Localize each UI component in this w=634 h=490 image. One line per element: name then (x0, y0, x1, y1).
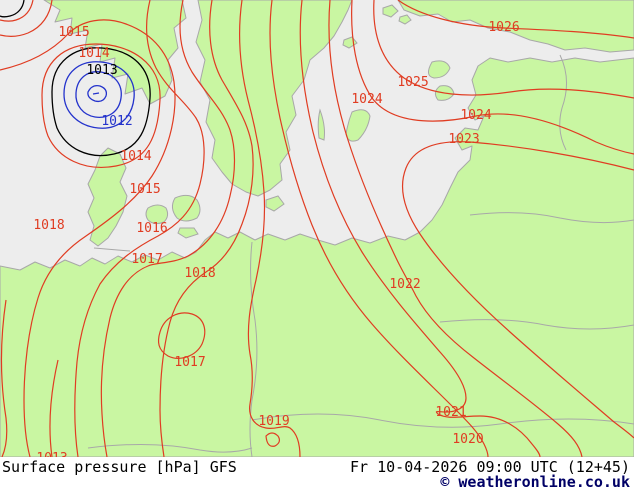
isobar-1011-ring (75, 71, 122, 118)
border-baltics-1 (439, 319, 634, 330)
isobar-corner-1014 (0, 0, 34, 22)
isobar-1026 (397, 0, 634, 39)
isobar-labels: 1015 1014 1013 1012 1014 1015 1018 1016 1017 1018… (33, 20, 519, 457)
valid-time-label: Fr 10-04-2026 09:00 UTC (12+45) (350, 458, 630, 476)
isobar-low-core (87, 84, 108, 103)
land-continent (0, 57, 634, 457)
isobar-1019 (238, 0, 301, 457)
isobar-label-1024: 1024 (460, 108, 491, 123)
isobar-label-1014: 1014 (78, 46, 109, 61)
isobar-label-1015: 1015 (58, 25, 89, 40)
isobar-1017 (100, 0, 236, 457)
isobar-label-1013: 1013 (36, 451, 67, 457)
isobar-label-1017: 1017 (131, 252, 162, 267)
border-south-east (251, 413, 634, 428)
isobars-black (0, 0, 151, 157)
isobar-label-1018: 1018 (33, 218, 64, 233)
island-gotland (345, 109, 371, 142)
border-south (87, 443, 253, 453)
island-oland (317, 108, 325, 141)
isobar-corner-1015 (0, 0, 53, 37)
isobar-1017-loop (157, 312, 206, 359)
isobar-1015 (0, 19, 176, 457)
isobar-label-1014: 1014 (120, 149, 151, 164)
isobar-1013-corner (0, 0, 25, 18)
island-aland (382, 4, 399, 18)
island-aland-2 (398, 14, 412, 25)
map-title-label: Surface pressure [hPa] GFS (2, 458, 237, 476)
isobar-1022 (328, 0, 583, 457)
isobar-label-1012: 1012 (101, 114, 132, 129)
isobar-1024 (351, 0, 634, 155)
isobar-label-1020: 1020 (452, 432, 483, 447)
isobar-label-1026: 1026 (488, 20, 519, 35)
isobar-label-1019: 1019 (258, 414, 289, 429)
low-center-mark (92, 92, 100, 95)
isobar-label-1025: 1025 (397, 75, 428, 90)
country-borders (87, 54, 634, 457)
land-masses (0, 0, 634, 457)
isobar-label-1024: 1024 (351, 92, 382, 107)
isobars-blue (63, 61, 135, 129)
footer-line-2: © weatheronline.co.uk (0, 474, 634, 490)
pressure-map: 1015 1014 1013 1012 1014 1015 1018 1016 1017 1018… (0, 0, 634, 457)
isobar-1020 (269, 0, 489, 457)
footer-line-1: Surface pressure [hPa] GFS Fr 10-04-2026… (0, 459, 634, 475)
isobar-small-loop (265, 432, 281, 447)
isobar-1014-ring (41, 43, 161, 168)
island-bornholm (265, 195, 285, 212)
isobar-label-1015: 1015 (129, 182, 160, 197)
isobar-1025 (373, 0, 634, 99)
isobar-label-1018: 1018 (184, 266, 215, 281)
isobar-1016 (74, 0, 205, 457)
isobar-label-1013: 1013 (86, 63, 117, 78)
border-denmark-germany (93, 247, 131, 252)
border-baltics-2 (469, 212, 634, 224)
isobar-label-1017: 1017 (174, 355, 205, 370)
isobar-1012-ring (63, 61, 135, 129)
isobar-1018 (159, 0, 254, 457)
land-jutland (87, 147, 128, 247)
copyright-link[interactable]: © weatheronline.co.uk (440, 473, 630, 490)
isobar-1013-ring (51, 47, 151, 157)
border-oder (249, 241, 258, 457)
island-zealand (171, 194, 201, 222)
island-saaremaa (428, 60, 451, 79)
isobars-red (0, 0, 634, 457)
isobar-1021 (299, 0, 541, 457)
isobar-label-1023: 1023 (448, 132, 479, 147)
isobar-1023 (401, 141, 634, 439)
island-funen (145, 204, 169, 225)
border-russia (559, 54, 567, 151)
isobar-1013-sw (49, 359, 59, 457)
pressure-map-canvas: 1015 1014 1013 1012 1014 1015 1018 1016 1017 1018… (0, 0, 634, 457)
island-lolland (177, 227, 199, 239)
footer: Surface pressure [hPa] GFS Fr 10-04-2026… (0, 457, 634, 490)
isobar-label-1022: 1022 (389, 277, 420, 292)
isobar-left-edge (0, 299, 8, 457)
isobar-label-1016: 1016 (136, 221, 167, 236)
isobar-label-1021: 1021 (435, 405, 466, 420)
